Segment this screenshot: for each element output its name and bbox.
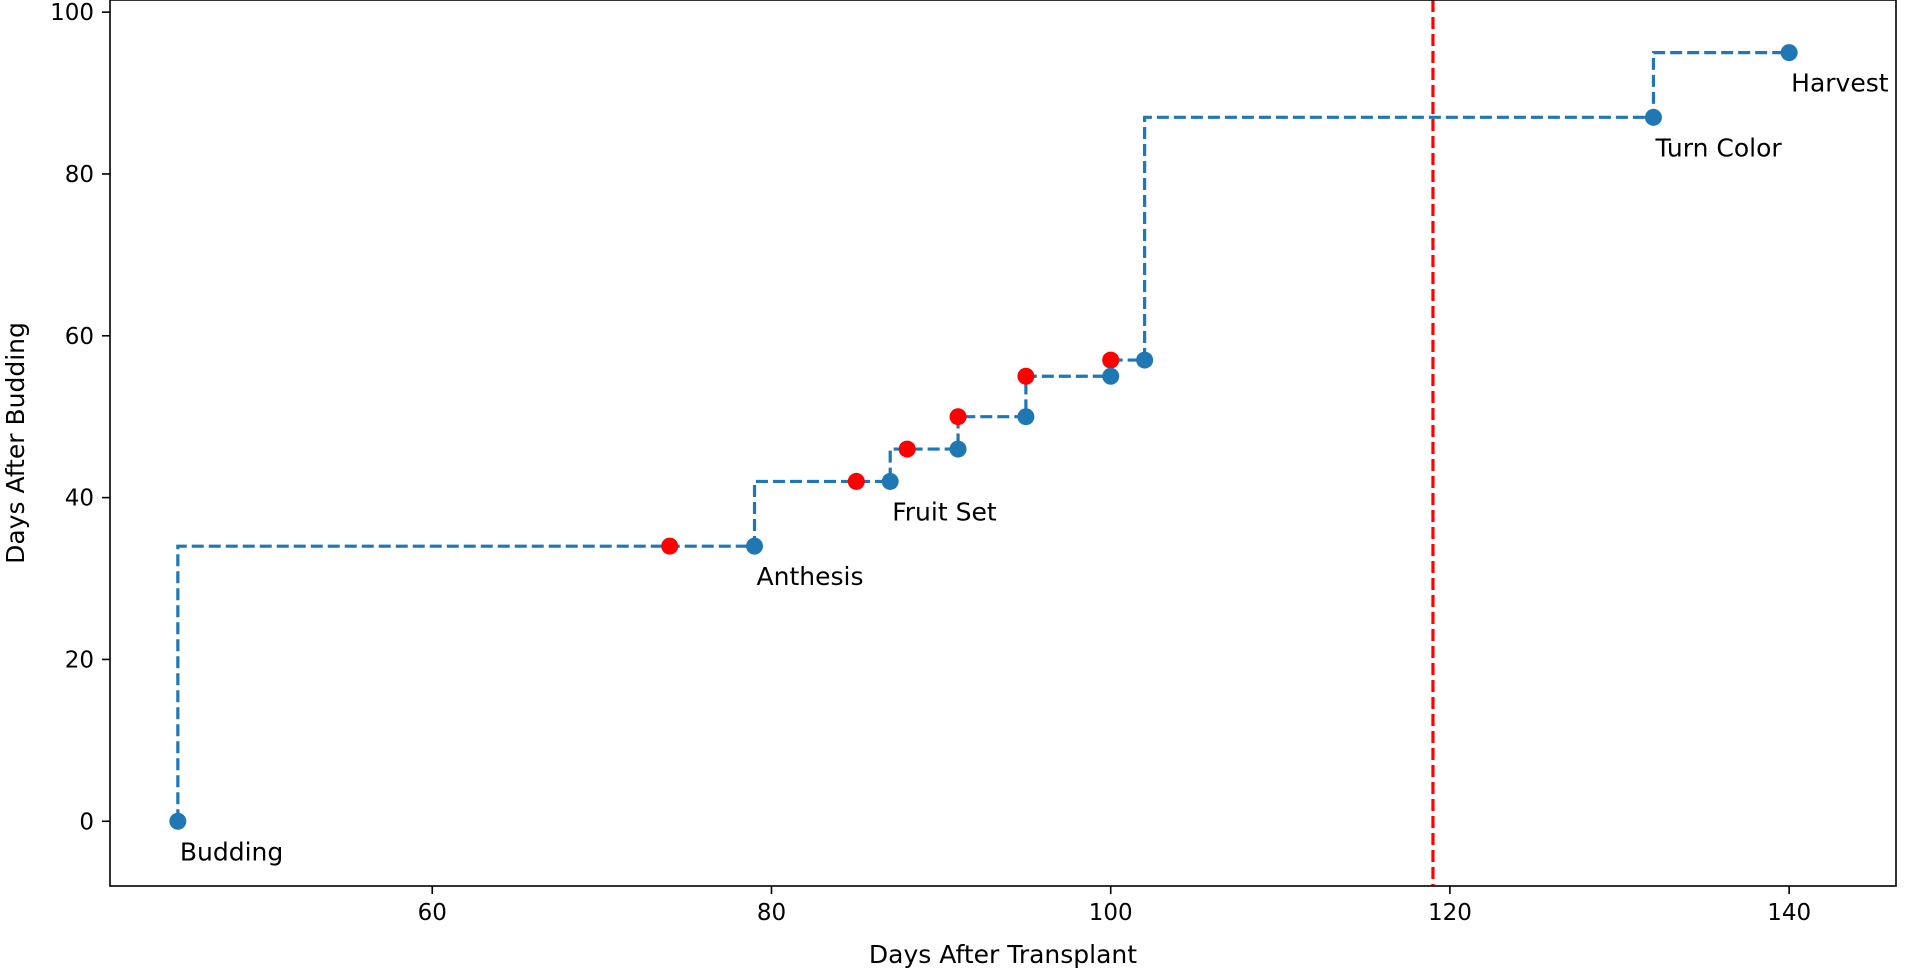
event-point (898, 440, 916, 458)
event-point (1017, 367, 1035, 385)
stage-point (1780, 44, 1798, 62)
x-tick-label: 80 (757, 900, 786, 926)
stage-point (1017, 408, 1035, 426)
y-tick-label: 0 (79, 809, 94, 835)
event-point (1102, 351, 1120, 369)
stage-point-label: Budding (180, 837, 283, 866)
stage-point (169, 812, 187, 830)
x-axis-label: Days After Transplant (869, 940, 1137, 969)
y-axis-label: Days After Budding (1, 322, 30, 564)
plot-frame (109, 0, 1897, 887)
stage-point (1136, 351, 1154, 369)
x-axis-ticks: 60 80 100 120 140 (418, 886, 1811, 926)
stage-point (746, 537, 764, 555)
event-point (949, 408, 967, 426)
series-layer: Budding Anthesis Fruit Set Turn Color Harves… (169, 0, 1889, 886)
stage-point-label: Harvest (1791, 69, 1889, 98)
y-axis-ticks: 0 20 40 60 80 100 (50, 0, 110, 835)
y-tick-label: 60 (65, 324, 94, 350)
plot-background (110, 0, 1896, 886)
x-tick-label: 60 (418, 900, 447, 926)
x-tick-label: 140 (1767, 900, 1811, 926)
stage-point-label: Fruit Set (892, 497, 997, 526)
x-tick-label: 100 (1089, 900, 1133, 926)
stage-point (1644, 108, 1662, 126)
stage-point (1102, 367, 1120, 385)
stage-point (949, 440, 967, 458)
y-tick-label: 100 (50, 0, 94, 26)
x-tick-label: 120 (1428, 900, 1472, 926)
y-tick-label: 40 (65, 486, 94, 512)
stage-point-label: Turn Color (1654, 133, 1782, 162)
y-tick-label: 80 (65, 162, 94, 188)
event-point (847, 472, 865, 490)
y-tick-label: 20 (65, 647, 94, 673)
event-point (661, 537, 679, 555)
stage-point-label: Anthesis (757, 562, 864, 591)
stage-point (881, 472, 899, 490)
